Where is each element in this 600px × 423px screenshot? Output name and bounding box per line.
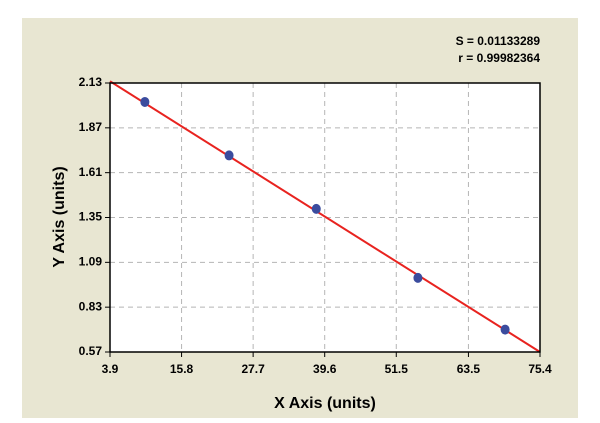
x-tick-label: 51.5	[385, 362, 409, 376]
y-tick-label: 0.83	[79, 299, 103, 313]
fit-line	[109, 80, 541, 353]
data-point	[413, 272, 423, 283]
y-tick-label: 2.13	[79, 75, 103, 89]
x-axis-label: X Axis (units)	[274, 395, 376, 412]
x-tick-label: 15.8	[170, 362, 194, 376]
x-tick-label: 27.7	[241, 362, 265, 376]
y-tick-label: 1.87	[79, 120, 103, 134]
y-tick-label: 1.35	[79, 210, 103, 224]
y-tick-label: 0.57	[79, 344, 103, 358]
y-axis-label: Y Axis (units)	[51, 166, 68, 267]
y-tick-label: 1.61	[79, 165, 103, 179]
data-point	[500, 324, 510, 335]
x-tick-label: 63.5	[457, 362, 481, 376]
data-point	[140, 96, 150, 107]
x-tick-label: 3.9	[102, 362, 119, 376]
y-tick-label: 1.09	[79, 255, 103, 269]
annotation: r = 0.99982364	[458, 51, 540, 65]
data-point	[224, 150, 234, 161]
x-tick-label: 39.6	[313, 362, 337, 376]
annotation: S = 0.01133289	[456, 34, 541, 48]
x-tick-label: 75.4	[528, 362, 552, 376]
data-point	[311, 203, 321, 214]
